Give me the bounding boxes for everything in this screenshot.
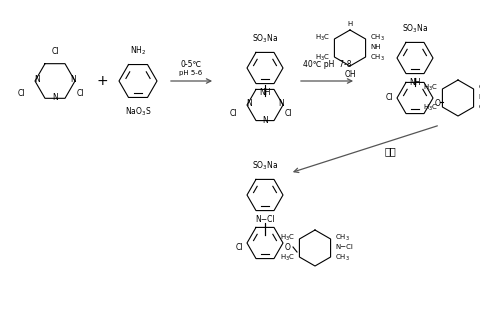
- Text: pH 5-6: pH 5-6: [180, 70, 203, 76]
- Text: 0-5℃: 0-5℃: [180, 60, 202, 69]
- Text: H$_3$C: H$_3$C: [280, 253, 295, 263]
- Text: N: N: [278, 99, 284, 108]
- Text: Cl: Cl: [229, 110, 237, 119]
- Text: SO$_3$Na: SO$_3$Na: [402, 23, 428, 35]
- Text: H$_3$C: H$_3$C: [423, 83, 438, 93]
- Text: Cl: Cl: [236, 244, 243, 253]
- Text: CH$_3$: CH$_3$: [335, 233, 350, 243]
- Text: N: N: [246, 99, 252, 108]
- Text: 40℃ pH  7-8: 40℃ pH 7-8: [303, 60, 351, 69]
- Text: SO$_3$Na: SO$_3$Na: [252, 160, 278, 172]
- Text: N: N: [52, 94, 58, 102]
- Text: NH: NH: [259, 88, 271, 97]
- Text: NH: NH: [478, 94, 480, 100]
- Text: CH$_3$: CH$_3$: [370, 33, 385, 43]
- Text: Cl: Cl: [385, 94, 393, 102]
- Text: NaO$_3$S: NaO$_3$S: [125, 105, 151, 117]
- Text: N: N: [70, 74, 76, 84]
- Text: Cl: Cl: [285, 110, 292, 119]
- Text: H: H: [348, 21, 353, 27]
- Text: Cl: Cl: [77, 89, 84, 98]
- Text: Cl: Cl: [51, 47, 59, 56]
- Text: H$_3$C: H$_3$C: [315, 33, 330, 43]
- Text: OH: OH: [344, 70, 356, 79]
- Text: SO$_3$Na: SO$_3$Na: [252, 33, 278, 45]
- Text: O: O: [435, 99, 441, 107]
- Text: H$_3$C: H$_3$C: [280, 233, 295, 243]
- Text: CH$_3$: CH$_3$: [370, 53, 385, 63]
- Text: CH$_3$: CH$_3$: [478, 103, 480, 113]
- Text: H$_3$C: H$_3$C: [315, 53, 330, 63]
- Text: NH: NH: [409, 78, 421, 87]
- Text: O: O: [285, 244, 291, 253]
- Text: N: N: [262, 116, 268, 125]
- Text: +: +: [96, 74, 108, 88]
- Text: N−Cl: N−Cl: [335, 244, 353, 250]
- Text: Cl: Cl: [17, 89, 25, 98]
- Text: N: N: [34, 74, 40, 84]
- Text: 氧化: 氧化: [384, 146, 396, 156]
- Text: N−Cl: N−Cl: [255, 215, 275, 224]
- Text: CH$_3$: CH$_3$: [335, 253, 350, 263]
- Text: H$_3$C: H$_3$C: [423, 103, 438, 113]
- Text: NH: NH: [370, 44, 381, 50]
- Text: NH$_2$: NH$_2$: [130, 44, 146, 57]
- Text: CH$_3$: CH$_3$: [478, 83, 480, 93]
